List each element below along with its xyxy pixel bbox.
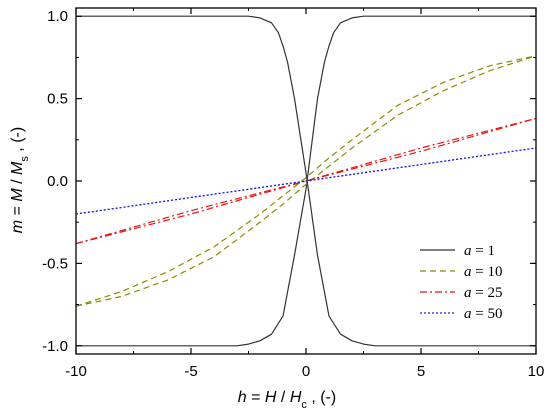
y-tick-label: -1.0 <box>42 338 68 355</box>
y-tick-label: 0.0 <box>47 173 68 190</box>
x-tick-label: -10 <box>65 363 87 380</box>
x-tick-label: -5 <box>184 363 197 380</box>
legend-entry-a10: a = 10 <box>420 264 502 280</box>
legend-label-a50: a = 50 <box>464 306 502 322</box>
series-line-a-1-branch-1 <box>76 15 536 347</box>
x-tick-label: 10 <box>528 363 545 380</box>
series-line-a-25-branch-2 <box>75 117 537 245</box>
legend-label-a10: a = 10 <box>464 264 502 280</box>
axis-ticks: -10 -5 0 5 10 -1.0 -0.5 0.0 0.5 1.0 <box>42 8 544 380</box>
y-axis-label: m = M / Ms , (-) <box>9 127 31 233</box>
legend-label-a25: a = 25 <box>464 285 502 301</box>
legend-label-a1: a = 1 <box>464 243 495 259</box>
legend-entry-a1: a = 1 <box>420 243 495 259</box>
x-tick-label: 0 <box>302 363 310 380</box>
legend-entry-a50: a = 50 <box>420 306 502 322</box>
y-tick-label: 1.0 <box>47 8 68 25</box>
y-tick-label: 0.5 <box>47 91 68 108</box>
x-tick-label: 5 <box>417 363 425 380</box>
x-axis-label: h = H / Hc , (-) <box>238 389 336 411</box>
legend: a = 1 a = 10 a = 25 a = 50 <box>420 243 502 322</box>
series-line-a-10-branch-2 <box>75 55 537 307</box>
series-line-a-10-branch-1 <box>75 55 537 307</box>
legend-entry-a25: a = 25 <box>420 285 502 301</box>
plot-curves <box>75 15 537 347</box>
y-tick-label: -0.5 <box>42 255 68 272</box>
series-line-a-50-branch-2 <box>75 147 537 215</box>
series-line-a-1-branch-2 <box>76 15 536 347</box>
